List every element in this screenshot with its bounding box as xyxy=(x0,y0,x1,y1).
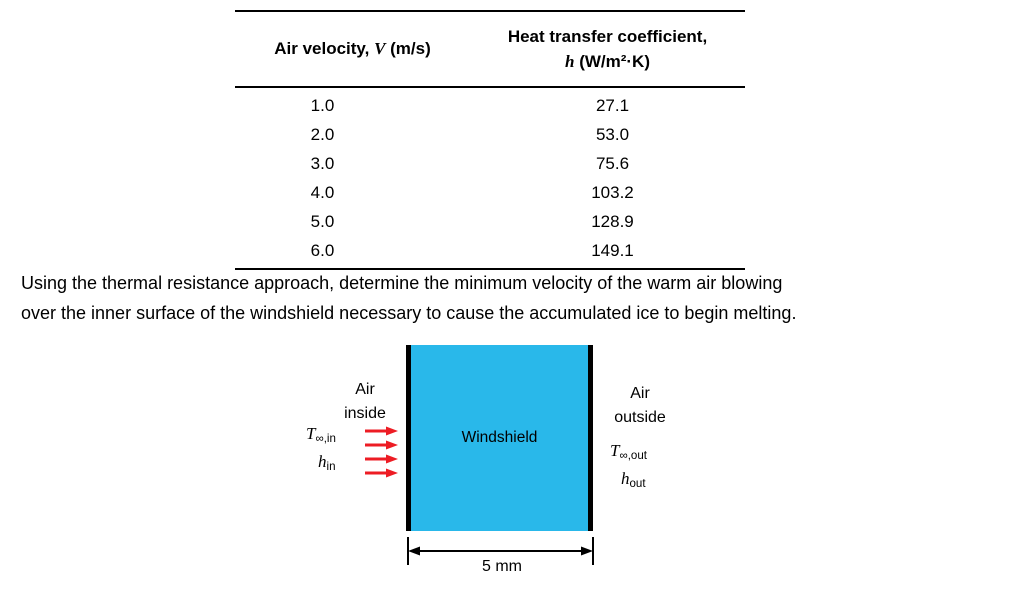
air-velocity-value: 4.0 xyxy=(310,183,335,202)
air-velocity-value: 3.0 xyxy=(310,154,335,173)
t-infinity-in-label: T∞,in xyxy=(306,424,336,445)
header-text: (m/s) xyxy=(385,39,431,58)
convection-arrows-icon xyxy=(365,426,398,478)
header-units: (W/m²·K) xyxy=(574,52,650,71)
heat-transfer-coefficient-value: 128.9 xyxy=(591,212,634,231)
table-row: 3.0 75.6 xyxy=(235,149,745,178)
air-outside-line2: outside xyxy=(614,409,666,426)
heat-transfer-coefficient-value: 27.1 xyxy=(595,96,630,115)
air-velocity-value: 6.0 xyxy=(310,241,335,260)
column-header-heat-transfer-coefficient: Heat transfer coefficient, h (W/m²·K) xyxy=(470,24,745,74)
thickness-dimension-arrow xyxy=(407,537,594,565)
air-inside-label: Air inside xyxy=(330,378,400,426)
table-header-row: Air velocity, V (m/s) Heat transfer coef… xyxy=(235,10,745,88)
header-text: Air velocity, xyxy=(274,39,375,58)
t-infinity-out-label: T∞,out xyxy=(610,441,647,462)
t-out-subscript: ∞,out xyxy=(619,450,647,463)
h-out-subscript: out xyxy=(629,478,646,491)
red-arrow xyxy=(365,426,398,478)
table-row: 5.0 128.9 xyxy=(235,207,745,236)
heat-transfer-coefficient-value: 103.2 xyxy=(591,183,634,202)
air-outside-line1: Air xyxy=(630,385,650,402)
windshield-label: Windshield xyxy=(461,429,538,446)
table-row: 1.0 27.1 xyxy=(235,91,745,120)
air-inside-line1: Air xyxy=(355,381,375,398)
h-out-symbol: h xyxy=(621,469,630,488)
column-header-air-velocity: Air velocity, V (m/s) xyxy=(235,39,470,59)
problem-statement-line1: Using the thermal resistance approach, d… xyxy=(21,273,783,293)
header-text-line2: h (W/m²·K) xyxy=(470,49,745,74)
h-variable-symbol: h xyxy=(565,52,575,71)
table-body: 1.0 27.1 2.0 53.0 3.0 75.6 4.0 103.2 5.0… xyxy=(235,88,745,270)
t-out-symbol: T xyxy=(610,441,620,460)
air-velocity-value: 2.0 xyxy=(310,125,335,144)
heat-transfer-table: Air velocity, V (m/s) Heat transfer coef… xyxy=(235,10,745,270)
air-outside-label: Air outside xyxy=(602,382,678,430)
air-velocity-value: 5.0 xyxy=(310,212,335,231)
dimension-lines xyxy=(407,537,594,565)
windshield: Windshield xyxy=(406,345,593,531)
air-inside-line2: inside xyxy=(344,405,386,422)
h-out-label: hout xyxy=(621,469,646,490)
heat-transfer-coefficient-value: 75.6 xyxy=(595,154,630,173)
h-in-subscript: in xyxy=(326,461,336,474)
table-row: 2.0 53.0 xyxy=(235,120,745,149)
problem-statement: Using the thermal resistance approach, d… xyxy=(21,268,996,328)
t-in-symbol: T xyxy=(306,424,316,443)
t-in-subscript: ∞,in xyxy=(315,433,336,446)
header-text-line1: Heat transfer coefficient, xyxy=(507,27,708,46)
problem-statement-line2: over the inner surface of the windshield… xyxy=(21,303,797,323)
heat-transfer-coefficient-value: 149.1 xyxy=(591,241,634,260)
table-row: 6.0 149.1 xyxy=(235,236,745,265)
table-row: 4.0 103.2 xyxy=(235,178,745,207)
thickness-label: 5 mm xyxy=(482,558,522,575)
h-in-label: hin xyxy=(318,452,336,473)
air-velocity-value: 1.0 xyxy=(310,96,335,115)
h-in-symbol: h xyxy=(318,452,327,471)
velocity-variable-symbol: V xyxy=(374,39,386,58)
heat-transfer-coefficient-value: 53.0 xyxy=(595,125,630,144)
